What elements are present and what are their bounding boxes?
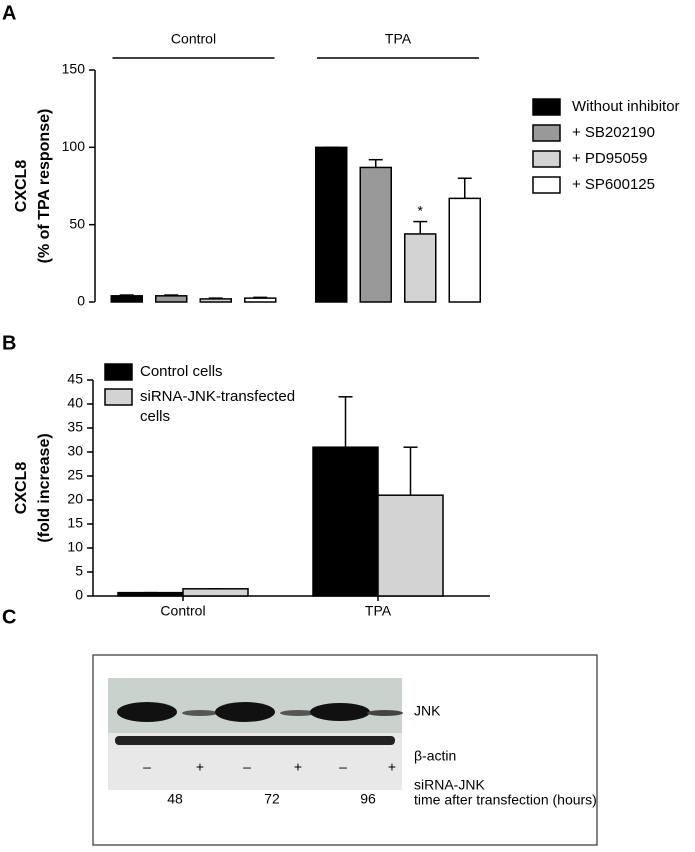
bar <box>117 591 184 597</box>
y-tick-label: 40 <box>67 395 83 411</box>
band-label: JNK <box>414 703 441 719</box>
bar <box>448 197 481 303</box>
legend-swatch <box>532 98 561 116</box>
sign: + <box>294 759 302 775</box>
bar <box>182 588 249 597</box>
time: 48 <box>167 791 183 807</box>
band <box>215 702 275 722</box>
blot-panel: JNK β-actin siRNA-JNK time after transfe… <box>92 654 598 846</box>
legend-swatch <box>104 388 133 406</box>
y-tick-label: 150 <box>62 61 86 77</box>
time-label: time after transfection (hours) <box>414 792 597 808</box>
bar <box>404 233 437 303</box>
y-tick-label: 15 <box>67 515 83 531</box>
sign: – <box>339 759 347 775</box>
treatment-label: siRNA-JNK <box>414 777 485 793</box>
group-label: Control <box>171 31 216 47</box>
bar <box>199 298 232 303</box>
bar <box>377 494 444 597</box>
sign: + <box>388 759 396 775</box>
y-axis-label: CXCL8 <box>13 462 30 515</box>
band <box>310 703 370 721</box>
bar <box>110 295 143 303</box>
legend-swatch <box>532 124 561 142</box>
y-tick-label: 0 <box>75 587 83 603</box>
time: 96 <box>360 791 376 807</box>
bar <box>359 166 392 303</box>
group-label: TPA <box>385 31 412 47</box>
y-tick-label: 20 <box>67 491 83 507</box>
panel-label: A <box>2 2 16 24</box>
panel-label: B <box>2 332 16 354</box>
legend-label: + SP600125 <box>572 176 655 193</box>
bar <box>155 295 188 303</box>
y-tick-label: 5 <box>75 563 83 579</box>
blot-frame <box>92 654 598 846</box>
band <box>367 710 403 716</box>
x-tick-label: Control <box>160 603 205 619</box>
y-tick-label: 100 <box>62 138 86 154</box>
band <box>117 702 177 722</box>
sign: – <box>243 759 251 775</box>
band-label: β-actin <box>414 748 456 764</box>
sign: – <box>143 759 151 775</box>
legend-item: Control cells <box>140 363 223 380</box>
y-tick-label: 45 <box>67 371 83 387</box>
y-tick-label: 10 <box>67 539 83 555</box>
y-tick-label: 25 <box>67 467 83 483</box>
y-axis-label: CXCL8 <box>13 160 30 213</box>
legend-label: Control cells <box>140 363 223 380</box>
bar <box>244 297 277 303</box>
legend-item: siRNA-JNK-transfected cells <box>140 388 296 425</box>
legend-swatch <box>532 150 561 168</box>
x-tick-label: TPA <box>365 603 392 619</box>
legend-label: + SB202190 <box>572 124 655 141</box>
legend-swatch <box>104 363 133 381</box>
y-tick-label: 30 <box>67 443 83 459</box>
y-tick-label: 50 <box>69 215 85 231</box>
legend-swatch <box>532 176 561 194</box>
sign: + <box>196 759 204 775</box>
band <box>182 710 218 716</box>
bar <box>312 446 379 597</box>
y-axis-label: (% of TPA response) <box>36 109 53 264</box>
y-tick-label: 35 <box>67 419 83 435</box>
panel-label: C <box>2 606 16 628</box>
band <box>280 710 316 716</box>
annotation: * <box>418 202 424 218</box>
legend-label: Without inhibitor <box>572 98 680 115</box>
legend-label: + PD95059 <box>572 150 647 167</box>
bar <box>315 146 348 303</box>
legend-label: siRNA-JNK-transfected cells <box>140 388 296 425</box>
y-axis-label: (fold increase) <box>36 433 53 542</box>
band <box>115 736 395 745</box>
y-tick-label: 0 <box>77 293 85 309</box>
time: 72 <box>264 791 280 807</box>
